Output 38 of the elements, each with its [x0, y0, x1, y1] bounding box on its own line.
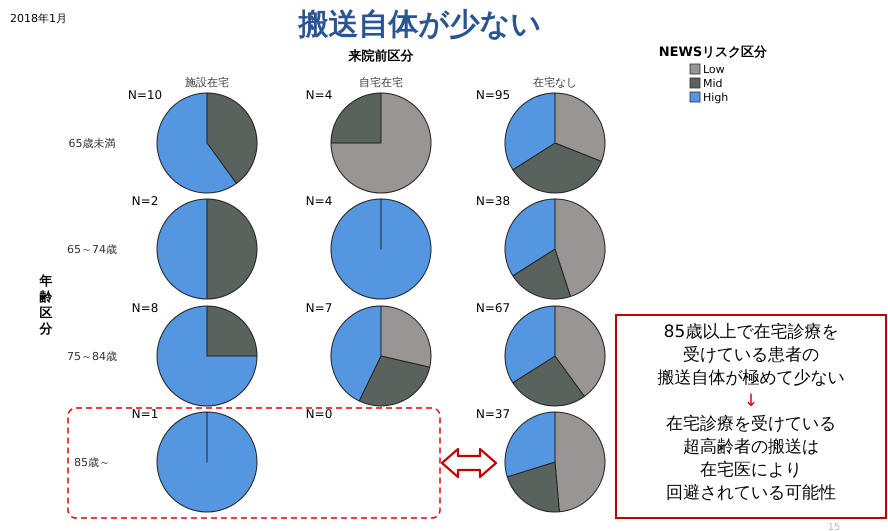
legend-title: NEWSリスク区分 — [658, 45, 768, 60]
chart-title: N=7 — [306, 301, 332, 315]
legend-label: Low — [703, 63, 725, 76]
chart-title: N=4 — [306, 88, 332, 102]
chart-title: N=4 — [306, 194, 332, 208]
pie-slice — [330, 92, 432, 194]
category-label: 85歳～ — [74, 456, 110, 469]
text: 年齢区分 — [38, 274, 54, 337]
text: 受けている患者の — [683, 345, 819, 365]
category-label: 75～84歳 — [67, 350, 117, 363]
category-label: 65～74歳 — [67, 243, 117, 256]
chart-title: N=2 — [132, 194, 158, 208]
legend-label: Mid — [703, 77, 723, 90]
text: 搬送自体が極めて少ない — [658, 368, 844, 388]
pie-slice — [156, 306, 258, 406]
chart-title: N=38 — [476, 194, 510, 208]
text: N=0 — [306, 407, 332, 421]
category-label: 自宅在宅 — [359, 76, 403, 89]
text: 在宅医により — [700, 460, 802, 480]
text: 85歳以上で在宅診療を — [664, 322, 838, 342]
category-label: 65歳未満 — [68, 137, 116, 150]
category-label: 在宅なし — [533, 76, 577, 89]
text: 超高齢者の搬送は — [683, 437, 819, 457]
chart-title: N=10 — [128, 88, 162, 102]
text: ↓ — [744, 391, 758, 411]
chart-title: N=8 — [132, 301, 158, 315]
category-label: 施設在宅 — [185, 76, 229, 89]
text: 2018年1月 — [10, 12, 67, 25]
chart-title: N=67 — [476, 301, 510, 315]
text: 搬送自体が少ない — [298, 7, 542, 42]
text: 在宅診療を受けている — [666, 414, 836, 434]
legend-label: High — [703, 91, 728, 104]
text: N=95 — [476, 88, 510, 102]
text: 回避されている可能性 — [666, 483, 836, 503]
chart-title: N=1 — [132, 407, 158, 421]
chart-title: N=37 — [476, 407, 510, 421]
text: 来院前区分 — [348, 48, 414, 64]
text: 15 — [828, 522, 840, 531]
